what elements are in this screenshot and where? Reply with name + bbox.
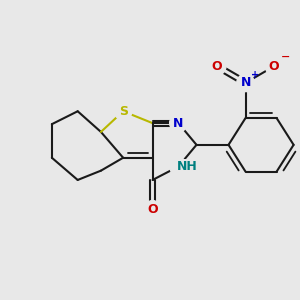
Text: N: N [173, 117, 184, 130]
Circle shape [114, 103, 132, 120]
Circle shape [169, 158, 187, 175]
Text: O: O [147, 203, 158, 216]
Circle shape [144, 201, 161, 218]
Text: −: − [281, 52, 290, 62]
Circle shape [265, 58, 283, 75]
Text: N: N [240, 76, 251, 89]
Circle shape [208, 58, 226, 75]
Text: O: O [212, 60, 223, 73]
Text: O: O [269, 60, 279, 73]
Text: S: S [118, 105, 127, 118]
Text: NH: NH [177, 160, 198, 173]
Circle shape [237, 74, 254, 92]
Circle shape [169, 114, 187, 132]
Text: +: + [251, 70, 259, 80]
